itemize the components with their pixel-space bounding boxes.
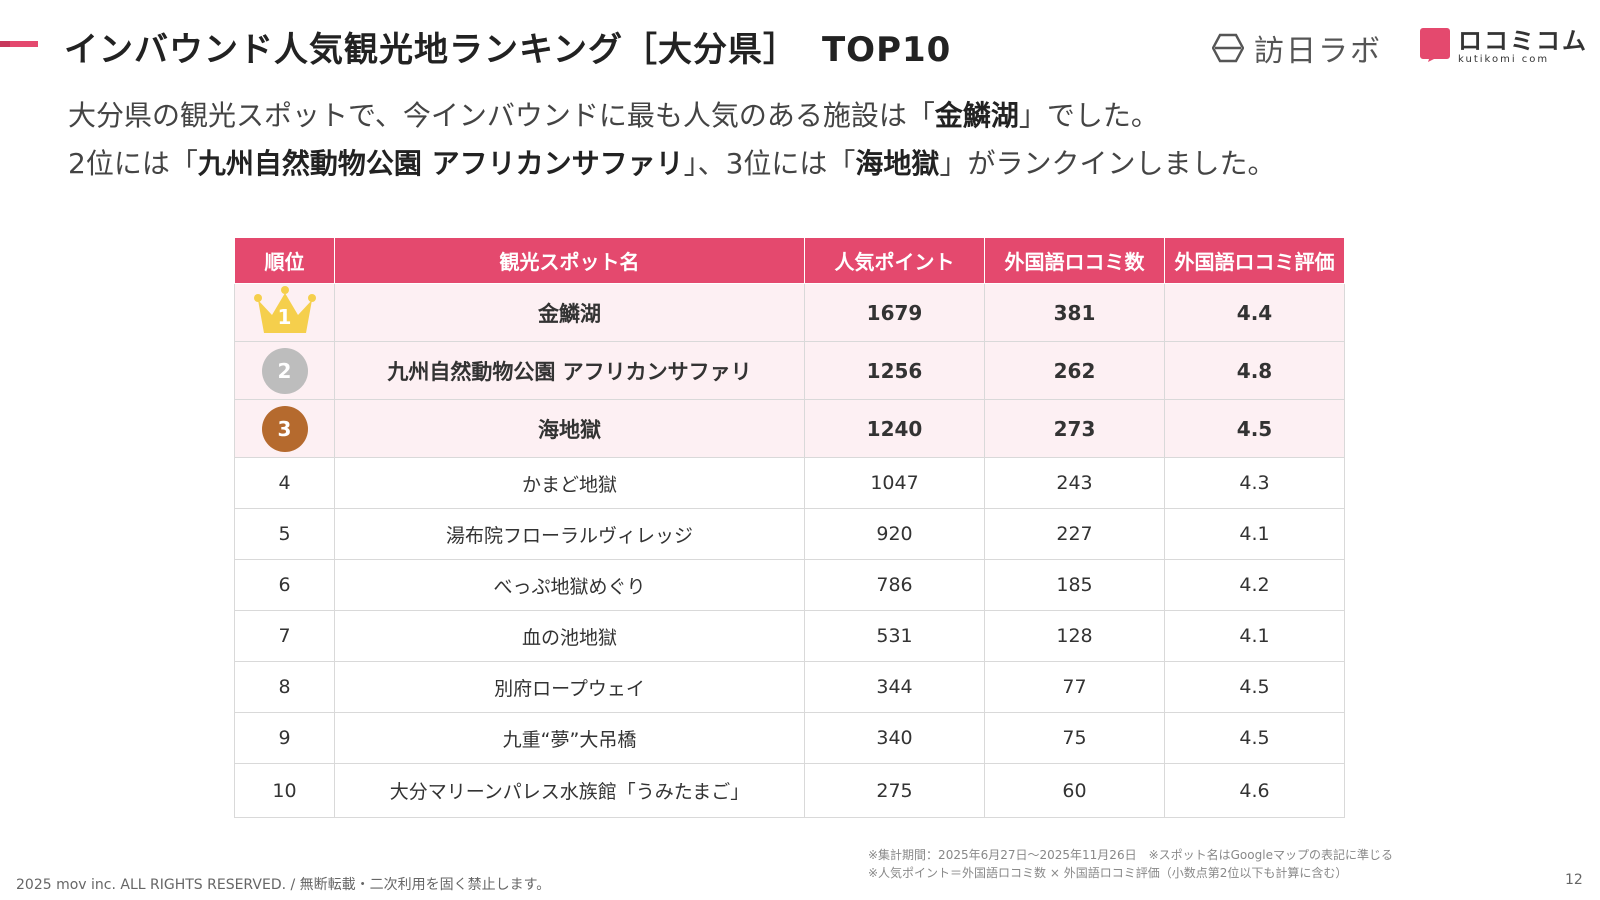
lead-text: 」がランクインしました。 [939, 147, 1276, 180]
lead-highlight: 金鱗湖 [934, 99, 1019, 132]
lead-line-1: 大分県の観光スポットで、今インバウンドに最も人気のある施設は「金鱗湖」でした。 [68, 92, 1275, 140]
page-title: インバウンド人気観光地ランキング［大分県］ TOP10 [64, 22, 951, 71]
table-row: 9 九重“夢”大吊橋 340 75 4.5 [234, 712, 1345, 764]
points-value: 1256 [804, 341, 985, 400]
rank-cell: 9 [234, 712, 335, 764]
review-rating-value: 4.5 [1164, 712, 1345, 764]
review-count-value: 128 [984, 610, 1165, 662]
review-count-value: 60 [984, 763, 1165, 818]
spot-name: 九州自然動物公園 アフリカンサファリ [334, 341, 805, 400]
review-rating-value: 4.1 [1164, 508, 1345, 560]
header-spot-name: 観光スポット名 [334, 238, 805, 284]
kutikomi-logo-text: ロコミコム [1458, 27, 1588, 55]
spot-name: 湯布院フローラルヴィレッジ [334, 508, 805, 560]
ranking-table: 順位 観光スポット名 人気ポイント 外国語ロコミ数 外国語ロコミ評価 1 金 [234, 238, 1345, 818]
table-row: 3 海地獄 1240 273 4.5 [234, 399, 1345, 458]
speech-bubble-icon [1420, 28, 1450, 62]
header-review-rating: 外国語ロコミ評価 [1164, 238, 1345, 284]
review-count-value: 75 [984, 712, 1165, 764]
rank-cell: 3 [234, 399, 335, 458]
points-value: 340 [804, 712, 985, 764]
table-row: 5 湯布院フローラルヴィレッジ 920 227 4.1 [234, 508, 1345, 560]
review-count-value: 77 [984, 661, 1165, 713]
silver-medal-icon: 2 [261, 347, 308, 394]
points-value: 920 [804, 508, 985, 560]
points-value: 344 [804, 661, 985, 713]
spot-name: 九重“夢”大吊橋 [334, 712, 805, 764]
review-count-value: 273 [984, 399, 1165, 458]
review-rating-value: 4.5 [1164, 399, 1345, 458]
gold-crown-icon: 1 [252, 285, 318, 335]
table-row: 1 金鱗湖 1679 381 4.4 [234, 283, 1345, 342]
review-count-value: 262 [984, 341, 1165, 400]
review-rating-value: 4.6 [1164, 763, 1345, 818]
review-count-value: 243 [984, 457, 1165, 509]
lead-paragraph: 大分県の観光スポットで、今インバウンドに最も人気のある施設は「金鱗湖」でした。 … [68, 92, 1275, 188]
review-count-value: 227 [984, 508, 1165, 560]
title-accent-bar [0, 41, 38, 47]
rank-cell: 2 [234, 341, 335, 400]
review-rating-value: 4.5 [1164, 661, 1345, 713]
table-header-row: 順位 観光スポット名 人気ポイント 外国語ロコミ数 外国語ロコミ評価 [234, 238, 1345, 284]
points-value: 1047 [804, 457, 985, 509]
review-rating-value: 4.8 [1164, 341, 1345, 400]
lead-text: 大分県の観光スポットで、今インバウンドに最も人気のある施設は「 [68, 99, 935, 132]
table-row: 7 血の池地獄 531 128 4.1 [234, 610, 1345, 662]
kutikomi-logo: ロコミコム kutikomi com [1420, 28, 1588, 65]
spot-name: 血の池地獄 [334, 610, 805, 662]
points-value: 531 [804, 610, 985, 662]
rank-number: 1 [277, 305, 292, 329]
lead-highlight: 九州自然動物公園 アフリカンサファリ [197, 147, 684, 180]
lead-line-2: 2位には「九州自然動物公園 アフリカンサファリ」、3位には「海地獄」がランクイン… [68, 140, 1275, 188]
header-rank: 順位 [234, 238, 335, 284]
review-count-value: 381 [984, 283, 1165, 342]
rank-cell: 8 [234, 661, 335, 713]
footnote-formula: ※人気ポイント＝外国語ロコミ数 × 外国語ロコミ評価（小数点第2位以下も計算に含… [868, 866, 1348, 880]
spot-name: 海地獄 [334, 399, 805, 458]
review-rating-value: 4.3 [1164, 457, 1345, 509]
lead-highlight: 海地獄 [855, 147, 940, 180]
rank-cell: 7 [234, 610, 335, 662]
rank-cell: 4 [234, 457, 335, 509]
houni-lab-logo-text: 訪日ラボ [1254, 34, 1382, 69]
table-row: 8 別府ロープウェイ 344 77 4.5 [234, 661, 1345, 713]
points-value: 786 [804, 559, 985, 611]
review-rating-value: 4.2 [1164, 559, 1345, 611]
rank-cell: 5 [234, 508, 335, 560]
lead-text: 2位には「 [68, 147, 198, 180]
header-points: 人気ポイント [804, 238, 985, 284]
page-title-suffix: TOP10 [821, 30, 952, 70]
table-row: 2 九州自然動物公園 アフリカンサファリ 1256 262 4.8 [234, 341, 1345, 400]
points-value: 275 [804, 763, 985, 818]
lead-text: 」、3位には「 [683, 147, 856, 180]
points-value: 1240 [804, 399, 985, 458]
spot-name: かまど地獄 [334, 457, 805, 509]
table-row: 4 かまど地獄 1047 243 4.3 [234, 457, 1345, 509]
table-row: 10 大分マリーンパレス水族館「うみたまご」 275 60 4.6 [234, 763, 1345, 818]
points-value: 1679 [804, 283, 985, 342]
header-review-count: 外国語ロコミ数 [984, 238, 1165, 284]
footnotes: ※集計期間：2025年6月27日〜2025年11月26日 ※スポット名はGoog… [868, 846, 1393, 882]
spot-name: 大分マリーンパレス水族館「うみたまご」 [334, 763, 805, 818]
table-row: 6 べっぷ地獄めぐり 786 185 4.2 [234, 559, 1345, 611]
lead-text: 」でした。 [1018, 99, 1159, 132]
copyright-text: 2025 mov inc. ALL RIGHTS RESERVED. / 無断転… [16, 877, 551, 893]
review-rating-value: 4.1 [1164, 610, 1345, 662]
page-title-text: インバウンド人気観光地ランキング［大分県］ [64, 30, 798, 70]
rank-cell: 6 [234, 559, 335, 611]
page-number: 12 [1565, 872, 1583, 888]
review-count-value: 185 [984, 559, 1165, 611]
bronze-medal-icon: 3 [261, 405, 308, 452]
footnote-period: ※集計期間：2025年6月27日〜2025年11月26日 ※スポット名はGoog… [868, 848, 1393, 862]
rank-cell: 1 [234, 283, 335, 342]
spot-name: べっぷ地獄めぐり [334, 559, 805, 611]
rank-cell: 10 [234, 763, 335, 818]
houni-lab-logo: 訪日ラボ [1212, 28, 1382, 69]
houni-lab-hexagon-icon [1212, 33, 1244, 63]
kutikomi-logo-subtext: kutikomi com [1458, 54, 1550, 65]
spot-name: 金鱗湖 [334, 283, 805, 342]
review-rating-value: 4.4 [1164, 283, 1345, 342]
spot-name: 別府ロープウェイ [334, 661, 805, 713]
